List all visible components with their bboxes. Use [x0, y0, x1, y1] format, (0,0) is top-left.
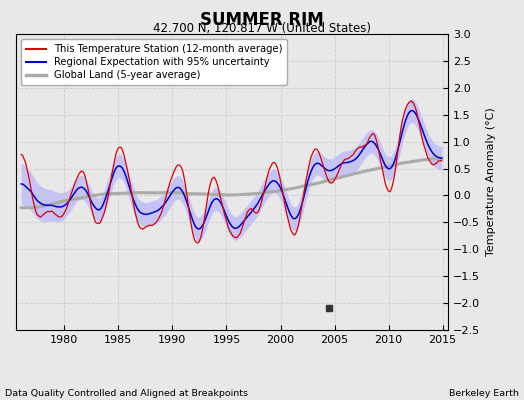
- Text: SUMMER RIM: SUMMER RIM: [200, 11, 324, 29]
- Text: 42.700 N, 120.817 W (United States): 42.700 N, 120.817 W (United States): [153, 22, 371, 35]
- Text: Data Quality Controlled and Aligned at Breakpoints: Data Quality Controlled and Aligned at B…: [5, 389, 248, 398]
- Text: Berkeley Earth: Berkeley Earth: [449, 389, 519, 398]
- Y-axis label: Temperature Anomaly (°C): Temperature Anomaly (°C): [486, 108, 496, 256]
